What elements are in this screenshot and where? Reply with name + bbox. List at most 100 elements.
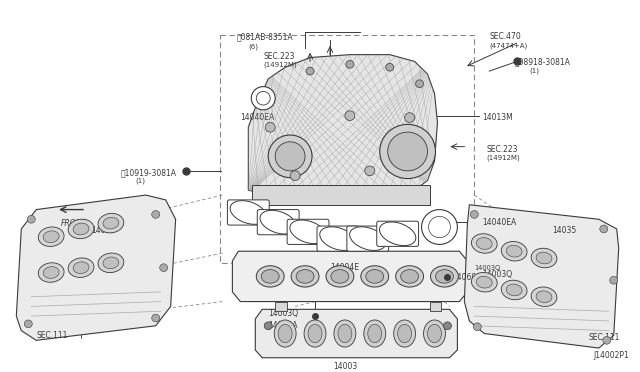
Ellipse shape	[230, 201, 266, 224]
Text: 14040EA: 14040EA	[241, 113, 275, 122]
FancyBboxPatch shape	[257, 209, 299, 235]
Ellipse shape	[73, 223, 89, 235]
Ellipse shape	[428, 324, 442, 343]
Circle shape	[365, 166, 375, 176]
Circle shape	[252, 87, 275, 110]
Ellipse shape	[98, 214, 124, 233]
Polygon shape	[248, 55, 438, 195]
Circle shape	[152, 211, 160, 218]
Text: SEC.470: SEC.470	[489, 32, 521, 41]
Ellipse shape	[501, 280, 527, 300]
Text: 14040EA: 14040EA	[483, 218, 516, 227]
Circle shape	[265, 122, 275, 132]
Text: J14002P1: J14002P1	[593, 351, 628, 360]
Text: (6): (6)	[248, 44, 259, 51]
Circle shape	[264, 322, 272, 330]
Ellipse shape	[38, 263, 64, 282]
Circle shape	[422, 209, 458, 244]
Text: 14069A: 14069A	[452, 273, 482, 282]
Text: (14912M): (14912M)	[263, 61, 297, 68]
Circle shape	[415, 80, 424, 87]
Ellipse shape	[501, 241, 527, 261]
Text: SEC.223: SEC.223	[263, 52, 295, 61]
Ellipse shape	[472, 272, 497, 292]
Ellipse shape	[73, 262, 89, 273]
Ellipse shape	[304, 320, 326, 347]
Text: SEC.223: SEC.223	[486, 145, 518, 154]
Ellipse shape	[401, 270, 419, 283]
Ellipse shape	[424, 320, 445, 347]
Ellipse shape	[278, 324, 292, 343]
Text: SEC.111: SEC.111	[589, 333, 620, 341]
Polygon shape	[232, 251, 467, 302]
Circle shape	[404, 113, 415, 122]
Ellipse shape	[290, 220, 326, 244]
Ellipse shape	[98, 253, 124, 273]
Ellipse shape	[326, 266, 354, 287]
Ellipse shape	[331, 270, 349, 283]
Text: Ⓑ081AB-8351A: Ⓑ081AB-8351A	[236, 32, 293, 41]
Circle shape	[388, 132, 428, 171]
Circle shape	[470, 211, 478, 218]
Bar	[275, 302, 287, 311]
Ellipse shape	[396, 266, 424, 287]
Circle shape	[24, 320, 32, 328]
Text: 14035: 14035	[552, 226, 576, 235]
Circle shape	[152, 314, 160, 322]
Ellipse shape	[44, 267, 59, 278]
Ellipse shape	[103, 217, 119, 229]
Ellipse shape	[531, 287, 557, 307]
Text: 14003Q: 14003Q	[268, 310, 298, 318]
Polygon shape	[255, 310, 458, 358]
Ellipse shape	[296, 270, 314, 283]
Ellipse shape	[260, 210, 296, 234]
Circle shape	[275, 142, 305, 171]
Ellipse shape	[364, 320, 386, 347]
Text: 14069A: 14069A	[268, 321, 298, 330]
Polygon shape	[465, 205, 619, 348]
Text: 14003: 14003	[333, 362, 357, 371]
Text: SEC.111: SEC.111	[36, 331, 68, 340]
Text: 14004E: 14004E	[330, 263, 359, 272]
FancyBboxPatch shape	[317, 226, 359, 251]
Ellipse shape	[397, 324, 412, 343]
Circle shape	[345, 111, 355, 121]
Text: ⓝ10919-3081A: ⓝ10919-3081A	[121, 168, 177, 177]
Text: 14035: 14035	[91, 226, 115, 235]
Ellipse shape	[366, 270, 384, 283]
Ellipse shape	[349, 227, 386, 250]
Circle shape	[600, 225, 608, 233]
Ellipse shape	[68, 219, 94, 239]
Circle shape	[429, 217, 451, 238]
Ellipse shape	[380, 222, 416, 246]
Bar	[252, 185, 429, 205]
Text: 14003Q: 14003Q	[474, 265, 500, 271]
Ellipse shape	[44, 231, 59, 243]
Ellipse shape	[435, 270, 453, 283]
Polygon shape	[17, 195, 175, 340]
Ellipse shape	[476, 276, 492, 288]
Circle shape	[610, 276, 618, 284]
Circle shape	[160, 264, 168, 272]
Text: (1): (1)	[529, 67, 539, 74]
Ellipse shape	[68, 258, 94, 278]
Text: (14912M): (14912M)	[486, 154, 520, 161]
Text: FRONT: FRONT	[61, 219, 87, 228]
Ellipse shape	[506, 246, 522, 257]
Ellipse shape	[368, 324, 381, 343]
Ellipse shape	[274, 320, 296, 347]
Ellipse shape	[506, 284, 522, 296]
Ellipse shape	[536, 252, 552, 264]
Ellipse shape	[431, 266, 458, 287]
Circle shape	[256, 92, 270, 105]
Text: 14013M: 14013M	[483, 113, 513, 122]
Bar	[429, 302, 442, 311]
Ellipse shape	[261, 270, 279, 283]
Ellipse shape	[476, 238, 492, 249]
FancyBboxPatch shape	[377, 221, 419, 246]
Ellipse shape	[361, 266, 388, 287]
Ellipse shape	[103, 257, 119, 269]
Circle shape	[380, 124, 435, 179]
Circle shape	[386, 63, 394, 71]
Circle shape	[28, 215, 35, 223]
